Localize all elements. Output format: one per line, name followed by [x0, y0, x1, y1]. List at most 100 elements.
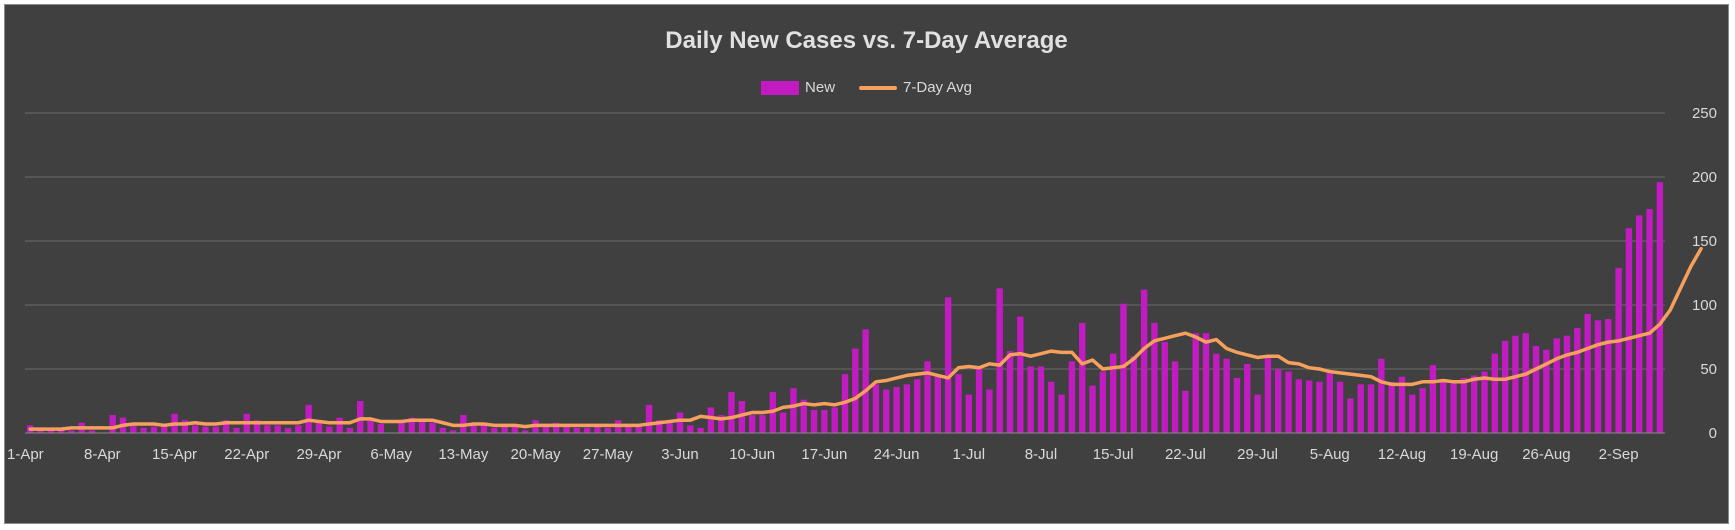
bar-new [1605, 319, 1612, 433]
bar-new [398, 422, 405, 433]
bar-new [522, 430, 529, 433]
bar-new [1099, 371, 1107, 433]
x-tick-label: 13-May [438, 446, 489, 463]
x-tick-label: 5-Aug [1310, 446, 1350, 463]
bar-new [130, 425, 137, 433]
bar-new [357, 401, 364, 433]
bar-new [222, 420, 230, 433]
y-tick-label: 250 [1692, 105, 1717, 122]
bar-new [1563, 335, 1571, 433]
legend-label-avg: 7-Day Avg [903, 79, 972, 96]
bar-new [1553, 338, 1560, 433]
legend-item-new: New [761, 79, 835, 96]
bar-new [738, 401, 746, 433]
bar-new [315, 422, 323, 433]
bar-new [1223, 358, 1230, 433]
bar-new [1068, 361, 1076, 433]
bar-new [336, 417, 343, 433]
x-tick-label: 10-Jun [729, 446, 775, 463]
plot-area: 0 50 100 150 200 250 1-Apr 8-Apr 15-Apr 22-Apr 29-… [7, 105, 1717, 463]
bar-new [934, 376, 942, 433]
x-tick-label: 15-Apr [152, 446, 197, 463]
bar-new [914, 379, 921, 433]
bar-new [821, 409, 828, 433]
bar-new [1161, 342, 1168, 433]
bar-new [955, 374, 962, 433]
x-tick-label: 2-Sep [1599, 446, 1639, 463]
x-tick-label: 19-Aug [1450, 446, 1498, 463]
bar-new [1171, 361, 1179, 433]
x-tick-label: 26-Aug [1522, 446, 1570, 463]
bar-new [253, 420, 261, 433]
bar-new [625, 426, 632, 433]
x-tick-label: 22-Jul [1165, 446, 1206, 463]
bar-new [1388, 381, 1395, 433]
x-tick-label: 1-Apr [7, 446, 44, 463]
bar-new [429, 422, 436, 433]
bar-new [1316, 381, 1323, 433]
bar-new [1347, 398, 1354, 433]
bar-new [594, 425, 601, 433]
bar-new [810, 409, 818, 433]
bar-new [656, 420, 663, 433]
bar-new [862, 329, 869, 433]
y-tick-label: 200 [1692, 169, 1717, 186]
bar-new [800, 399, 807, 433]
bar-new [1130, 356, 1138, 433]
bar-new [501, 425, 508, 433]
chart-area: Daily New Cases vs. 7-Day Average New 7-… [4, 4, 1729, 524]
x-tick-label: 20-May [511, 446, 562, 463]
bar-new [1151, 322, 1158, 433]
bar-new [563, 426, 570, 433]
bar-new [697, 427, 704, 433]
bar-new [1305, 380, 1313, 433]
bar-new [88, 430, 96, 433]
bar-new [552, 422, 560, 433]
bar-new [924, 361, 931, 433]
bar-new [1336, 381, 1344, 433]
bar-new [1625, 228, 1633, 433]
bar-new [748, 415, 756, 433]
bar-new [1140, 289, 1148, 433]
bar-new [1574, 328, 1581, 433]
bar-new [1089, 385, 1096, 433]
x-tick-label: 17-Jun [801, 446, 847, 463]
bar-new [1440, 381, 1447, 433]
x-tick-label: 29-Apr [296, 446, 341, 463]
bar-new [1367, 384, 1375, 433]
bar-new [1357, 384, 1364, 433]
x-tick-label: 8-Jul [1025, 446, 1058, 463]
bar-new [1491, 353, 1499, 433]
bar-new [718, 415, 725, 433]
bar-new [1532, 345, 1540, 433]
bar-new [1522, 333, 1529, 433]
y-tick-label: 50 [1700, 361, 1717, 378]
bar-new [346, 427, 354, 433]
bar-new [1017, 316, 1024, 433]
bar-new [852, 348, 859, 433]
y-tick-label: 150 [1692, 233, 1717, 250]
bar-new [676, 412, 684, 433]
bar-new [449, 430, 457, 433]
bar-new [1213, 353, 1220, 433]
bar-new [635, 425, 642, 433]
y-tick-label: 100 [1692, 297, 1717, 314]
bar-new [893, 386, 900, 433]
bar-new [1037, 366, 1045, 433]
bar-new [1006, 351, 1014, 433]
bar-new [1109, 353, 1117, 433]
bar-new [759, 415, 766, 433]
bar-new [1419, 388, 1426, 433]
bar-new [1202, 333, 1210, 433]
x-tick-label: 6-May [370, 446, 412, 463]
bar-new [1409, 394, 1416, 433]
bar-new [202, 426, 209, 433]
bar-new [439, 427, 446, 433]
bar-new [1636, 215, 1643, 433]
bar-new [295, 425, 302, 433]
bar-new [1429, 365, 1437, 433]
bar-new [150, 426, 158, 433]
chart-title: Daily New Cases vs. 7-Day Average [665, 27, 1068, 54]
series-line-7-day-avg [28, 246, 1703, 431]
bar-new [1254, 394, 1261, 433]
